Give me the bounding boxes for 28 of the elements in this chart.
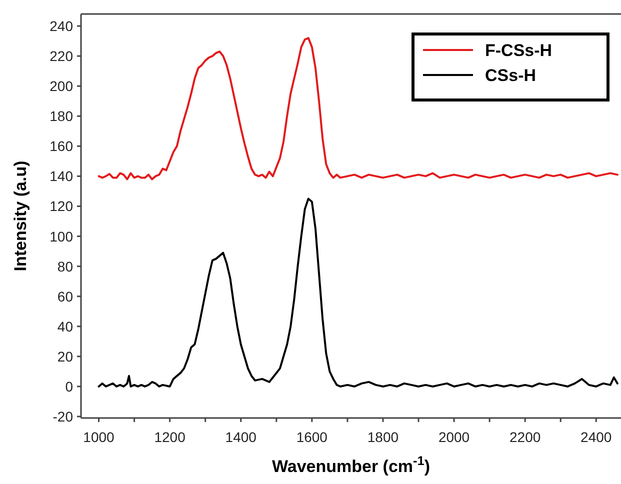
x-tick-label: 1000 bbox=[83, 429, 115, 445]
y-tick-label: 120 bbox=[50, 198, 74, 214]
x-tick-label: 2400 bbox=[580, 429, 612, 445]
y-tick-label: 40 bbox=[57, 318, 74, 334]
x-tick-label: 1200 bbox=[154, 429, 186, 445]
legend-label: F-CSs-H bbox=[485, 41, 552, 60]
legend-label: CSs-H bbox=[485, 66, 536, 85]
y-tick-label: 20 bbox=[57, 348, 74, 364]
y-tick-label: 180 bbox=[50, 108, 74, 124]
y-tick-label: 0 bbox=[65, 378, 74, 394]
line-series bbox=[98, 37, 618, 180]
x-axis-title: Wavenumber (cm$^{-1}$) bbox=[272, 452, 430, 476]
y-axis-title: Intensity (a.u) bbox=[11, 160, 30, 272]
y-tick-label: 160 bbox=[50, 138, 74, 154]
y-tick-label: 220 bbox=[50, 48, 74, 64]
y-tick-label: 60 bbox=[57, 288, 74, 304]
x-tick-label: 2200 bbox=[510, 429, 541, 445]
y-tick-label: 200 bbox=[50, 78, 74, 94]
y-tick-label: 140 bbox=[50, 168, 74, 184]
y-tick-label: 240 bbox=[50, 18, 74, 34]
x-tick-label: 2000 bbox=[438, 429, 470, 445]
x-tick-label: 1600 bbox=[296, 429, 328, 445]
y-tick-label: -20 bbox=[52, 408, 74, 424]
y-tick-label: 100 bbox=[50, 228, 74, 244]
x-tick-label: 1800 bbox=[367, 429, 399, 445]
x-tick-label: 1400 bbox=[225, 429, 257, 445]
y-tick-label: 80 bbox=[57, 258, 74, 274]
line-series bbox=[98, 198, 618, 388]
